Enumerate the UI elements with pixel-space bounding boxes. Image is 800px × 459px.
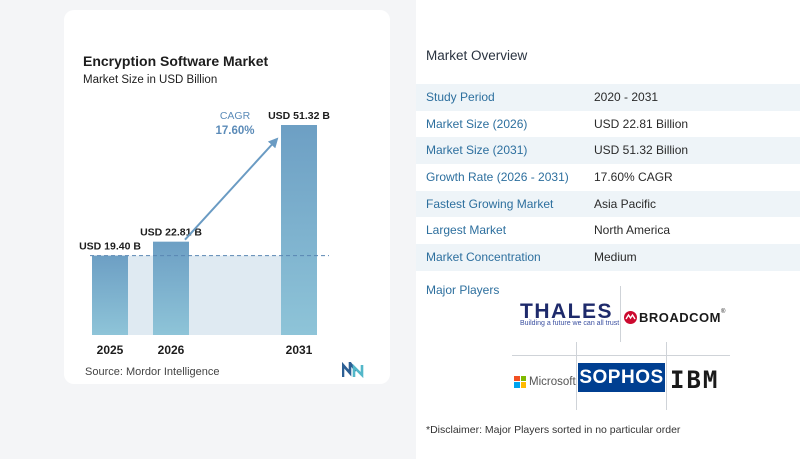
row-label: Market Concentration [426, 250, 541, 265]
bar-value-label: USD 51.32 B [268, 110, 330, 122]
major-players-label: Major Players [426, 283, 500, 297]
cagr-label: CAGR [220, 110, 251, 122]
bar-value-label: USD 22.81 B [140, 227, 202, 239]
broadcom-logo: BROADCOM® [624, 309, 725, 325]
row-label: Largest Market [426, 223, 507, 238]
bar [281, 125, 317, 335]
overview-title: Market Overview [426, 48, 528, 63]
cagr-value: 17.60% [215, 125, 254, 137]
bar-chart: USD 19.40 B 2025 USD 22.81 B 2026 USD 51.32 … [79, 110, 330, 357]
microsoft-name: Microsoft [529, 375, 576, 388]
broadcom-icon [624, 311, 637, 325]
table-row: Largest Market North America [416, 217, 800, 244]
players-grid-divider [512, 355, 730, 356]
players-grid-divider [666, 342, 667, 410]
row-value: USD 22.81 Billion [594, 116, 689, 131]
row-label: Market Size (2031) [426, 143, 528, 158]
table-row: Market Size (2026) USD 22.81 Billion [416, 111, 800, 138]
overview-table: Study Period 2020 - 2031 Market Size (20… [416, 84, 800, 271]
row-label: Fastest Growing Market [426, 196, 554, 211]
mordor-intelligence-logo-icon [342, 362, 364, 378]
thales-logo: THALES [520, 300, 613, 323]
row-label: Study Period [426, 90, 495, 104]
chart-card: Encryption Software Market Market Size i… [64, 10, 390, 384]
bar [92, 255, 128, 335]
chart-subtitle: Market Size in USD Billion [83, 74, 218, 86]
table-row: Growth Rate (2026 - 2031) 17.60% CAGR [416, 164, 800, 191]
market-overview-panel: Market Overview Study Period 2020 - 2031… [416, 0, 800, 459]
disclaimer: *Disclaimer: Major Players sorted in no … [426, 424, 681, 436]
thales-tagline: Building a future we can all trust [520, 320, 620, 327]
bar [153, 241, 189, 335]
row-label: Market Size (2026) [426, 116, 528, 131]
x-tick-label: 2026 [158, 343, 185, 357]
row-value: North America [594, 223, 671, 238]
row-value: 2020 - 2031 [594, 90, 659, 104]
sophos-logo: SOPHOS [578, 363, 665, 392]
x-tick-label: 2025 [97, 343, 124, 357]
row-label: Growth Rate (2026 - 2031) [426, 170, 569, 185]
row-value: Asia Pacific [594, 196, 657, 211]
ibm-logo: IBM [670, 366, 720, 394]
table-row: Fastest Growing Market Asia Pacific [416, 190, 800, 218]
chart-title: Encryption Software Market [83, 53, 269, 69]
table-row: Market Size (2031) USD 51.32 Billion [416, 137, 800, 165]
microsoft-icon [514, 375, 526, 388]
cagr-arrow [184, 137, 279, 241]
row-value: USD 51.32 Billion [594, 143, 689, 158]
chart-source: Source: Mordor Intelligence [85, 366, 220, 378]
reference-shade [92, 255, 317, 335]
microsoft-logo: Microsoft [514, 373, 576, 388]
table-row: Study Period 2020 - 2031 [416, 84, 800, 111]
broadcom-name: BROADCOM [639, 310, 721, 326]
table-row: Market Concentration Medium [416, 244, 800, 271]
registered-mark: ® [721, 309, 726, 315]
row-value: 17.60% CAGR [594, 170, 673, 185]
x-tick-label: 2031 [286, 343, 313, 357]
players-grid-divider [620, 286, 621, 342]
bar-value-label: USD 19.40 B [79, 241, 141, 253]
row-value: Medium [594, 250, 637, 265]
players-grid-divider [576, 342, 577, 410]
